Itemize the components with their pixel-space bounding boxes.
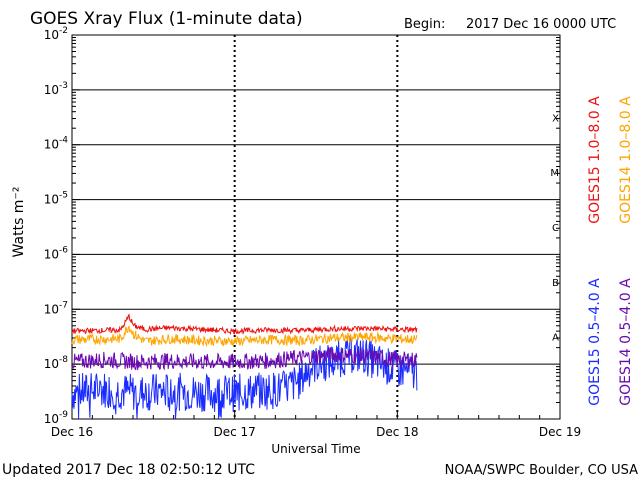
y-axis: 10-2 10-3 10-4 10-5 10-6 10-7 10-8 10-9: [44, 26, 560, 426]
x-tick-label: Dec 19: [539, 425, 581, 439]
credit: NOAA/SWPC Boulder, CO USA: [445, 463, 638, 478]
updated-timestamp: Updated 2017 Dec 18 02:50:12 UTC: [2, 462, 255, 478]
flare-class-label: X: [552, 113, 559, 124]
series-goes14_long: [71, 325, 418, 348]
x-tick-label: Dec 16: [51, 425, 93, 439]
legend-goes14-short: GOES14 0.5–4.0 A: [618, 278, 634, 406]
begin-label: Begin:: [404, 17, 445, 32]
y-tick-label: 10-9: [44, 410, 69, 426]
legend-goes15-short: GOES15 0.5–4.0 A: [587, 278, 603, 406]
flare-class-label: A: [552, 333, 559, 344]
y-tick-label: 10-5: [44, 191, 68, 207]
series-goes15_short: [71, 335, 418, 420]
series-goes14_short: [71, 346, 418, 371]
flare-class-label: C: [552, 223, 559, 234]
flare-class-labels: X M C B A: [550, 113, 559, 343]
y-tick-label: 10-3: [44, 81, 68, 97]
y-tick-label: 10-8: [44, 355, 69, 371]
y-tick-label: 10-7: [44, 300, 68, 316]
y-tick-label: 10-2: [44, 26, 68, 42]
flare-class-label: M: [550, 168, 559, 179]
x-tick-label: Dec 18: [376, 425, 418, 439]
x-axis: Dec 16 Dec 17 Dec 18 Dec 19: [51, 411, 581, 439]
plot-area: [71, 313, 418, 420]
y-tick-label: 10-6: [44, 245, 69, 261]
y-tick-label: 10-4: [44, 136, 69, 152]
chart-title: GOES Xray Flux (1-minute data): [30, 9, 303, 29]
legend-goes14-long: GOES14 1.0–8.0 A: [618, 96, 634, 224]
flare-class-label: B: [552, 278, 559, 289]
x-tick-label: Dec 17: [214, 425, 256, 439]
legend-goes15-long: GOES15 1.0–8.0 A: [587, 96, 603, 224]
y-axis-label: Watts m⁻²: [11, 187, 27, 258]
begin-value: 2017 Dec 16 0000 UTC: [466, 17, 616, 32]
series-goes15_long: [71, 313, 418, 336]
x-axis-label: Universal Time: [271, 442, 360, 456]
